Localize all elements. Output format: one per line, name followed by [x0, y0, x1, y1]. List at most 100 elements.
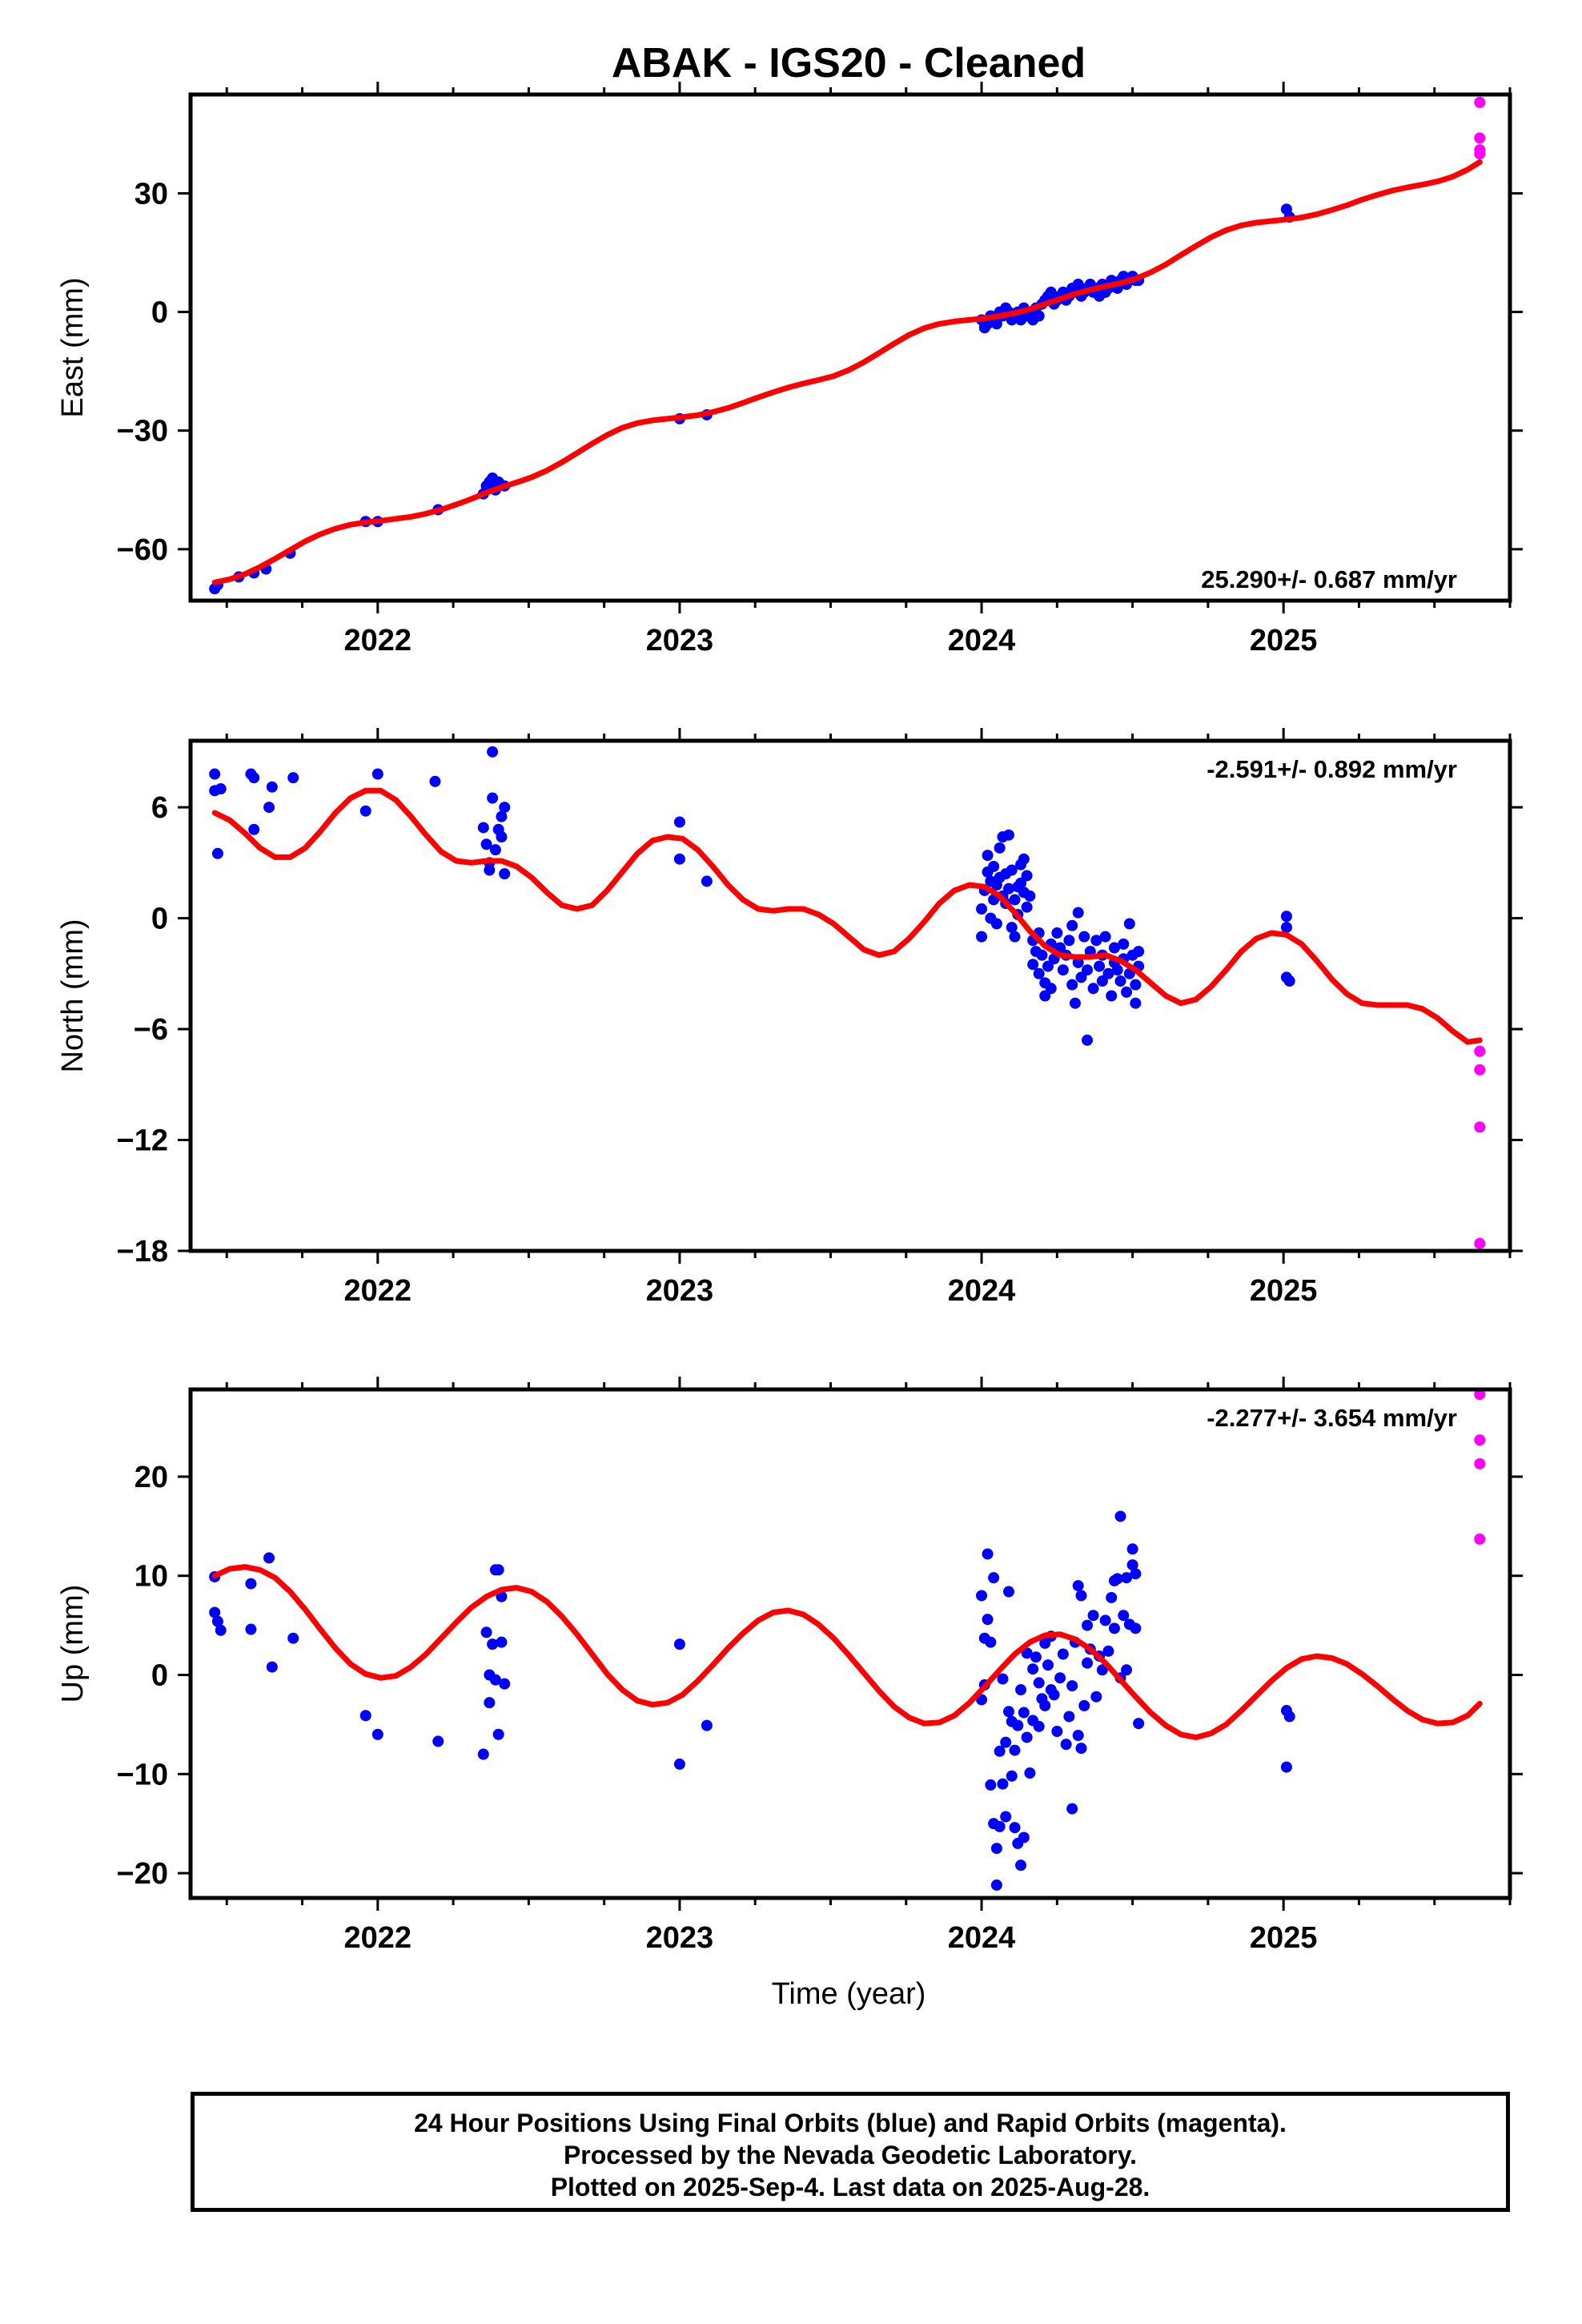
up-final-point [1082, 1619, 1094, 1631]
north-final-point [1106, 990, 1118, 1002]
north-final-point [976, 931, 988, 943]
north-final-point [1133, 946, 1145, 958]
x-axis-label: Time (year) [772, 1977, 926, 2011]
east-xtick-label: 2023 [646, 624, 714, 657]
up-final-point [1118, 1610, 1130, 1622]
up-final-point [1021, 1731, 1033, 1743]
up-final-point [1106, 1591, 1118, 1603]
north-final-point [266, 781, 278, 793]
north-rapid-point [1474, 1237, 1486, 1249]
north-ytick-label: −12 [117, 1124, 168, 1158]
north-data [209, 746, 1486, 1249]
up-final-point [1057, 1648, 1069, 1660]
north-final-point [976, 903, 988, 915]
north-ytick-label: −6 [134, 1013, 168, 1047]
up-final-point [1024, 1767, 1036, 1779]
up-final-point [480, 1626, 492, 1638]
north-final-point [1280, 922, 1292, 934]
up-rate-label: -2.277+/- 3.654 mm/yr [1207, 1404, 1457, 1432]
north-final-point [1094, 960, 1106, 972]
up-final-point [245, 1623, 257, 1635]
up-final-point [1283, 1711, 1295, 1723]
up-final-point [371, 1728, 383, 1740]
up-final-point [1114, 1510, 1126, 1522]
up-final-point [1075, 1590, 1087, 1602]
up-final-point [673, 1758, 685, 1770]
north-final-point [371, 768, 383, 780]
up-final-point [245, 1578, 257, 1590]
north-final-point [990, 918, 1002, 930]
up-final-point [1009, 1744, 1021, 1756]
up-final-point [1130, 1568, 1142, 1580]
up-final-point [976, 1590, 988, 1602]
up-final-point [477, 1748, 489, 1760]
up-final-point [1018, 1831, 1030, 1844]
east-data [209, 96, 1486, 595]
up-final-point [215, 1624, 227, 1636]
east-rapid-point [1474, 96, 1486, 108]
north-final-point [1066, 979, 1078, 991]
up-ytick-label: −20 [117, 1857, 168, 1891]
up-final-point [1087, 1610, 1099, 1622]
up-final-point [1078, 1699, 1090, 1711]
north-rate-label: -2.591+/- 0.892 mm/yr [1207, 755, 1457, 783]
north-final-point [1280, 911, 1292, 923]
footer-line-2: Processed by the Nevada Geodetic Laborat… [563, 2141, 1138, 2169]
north-final-point [1002, 829, 1014, 841]
east-ticks [225, 82, 1512, 613]
up-final-point [1111, 1573, 1123, 1585]
north-final-point [1096, 975, 1108, 987]
north-final-point [1066, 919, 1078, 931]
north-final-point [1024, 890, 1036, 902]
up-final-point [1060, 1739, 1072, 1751]
north-final-point [701, 875, 713, 887]
north-final-point [1002, 883, 1014, 895]
north-final-point [487, 792, 499, 804]
north-final-point [1051, 927, 1063, 939]
up-final-point [1018, 1707, 1030, 1719]
east-xtick-label: 2022 [344, 624, 412, 657]
up-final-point [997, 1673, 1009, 1685]
up-final-point [673, 1638, 685, 1651]
up-final-point [1102, 1645, 1114, 1657]
up-ticks [225, 1377, 1512, 1911]
north-final-point [248, 772, 260, 784]
north-ticks [225, 728, 1512, 1264]
east-model-line [211, 159, 1483, 585]
north-final-point [1090, 935, 1102, 947]
north-final-point [1015, 877, 1027, 889]
up-final-point [359, 1710, 371, 1722]
north-final-point [359, 805, 371, 817]
north-final-point [263, 802, 275, 814]
up-final-point [1015, 1684, 1027, 1696]
footer-note: 24 Hour Positions Using Final Orbits (bl… [191, 2092, 1510, 2212]
up-final-point [1051, 1726, 1063, 1738]
north-final-point [988, 860, 1000, 872]
up-final-point [1002, 1706, 1014, 1718]
north-ytick-label: −18 [117, 1235, 168, 1269]
north-final-point [287, 772, 299, 784]
up-final-point [990, 1843, 1002, 1855]
up-final-point [982, 1614, 994, 1626]
north-final-point [1283, 975, 1295, 987]
up-final-point [1015, 1860, 1027, 1872]
north-final-point [1121, 986, 1133, 998]
east-xtick-label: 2024 [948, 624, 1016, 657]
up-ytick-label: 20 [135, 1461, 168, 1494]
north-final-point [1006, 864, 1018, 876]
up-final-point [1082, 1657, 1094, 1669]
up-final-point [1006, 1770, 1018, 1782]
north-final-point [1078, 931, 1090, 943]
footer-line-3: Plotted on 2025-Sep-4. Last data on 2025… [550, 2173, 1150, 2201]
north-final-point [1130, 979, 1142, 991]
up-final-point [492, 1564, 504, 1576]
north-final-point [499, 802, 511, 814]
north-rapid-point [1474, 1121, 1486, 1133]
north-final-point [994, 842, 1006, 854]
north-final-point [499, 868, 511, 880]
up-final-point [1000, 1811, 1012, 1823]
up-xtick-label: 2022 [344, 1921, 412, 1955]
up-final-point [1054, 1672, 1066, 1684]
north-xtick-label: 2022 [344, 1274, 412, 1308]
